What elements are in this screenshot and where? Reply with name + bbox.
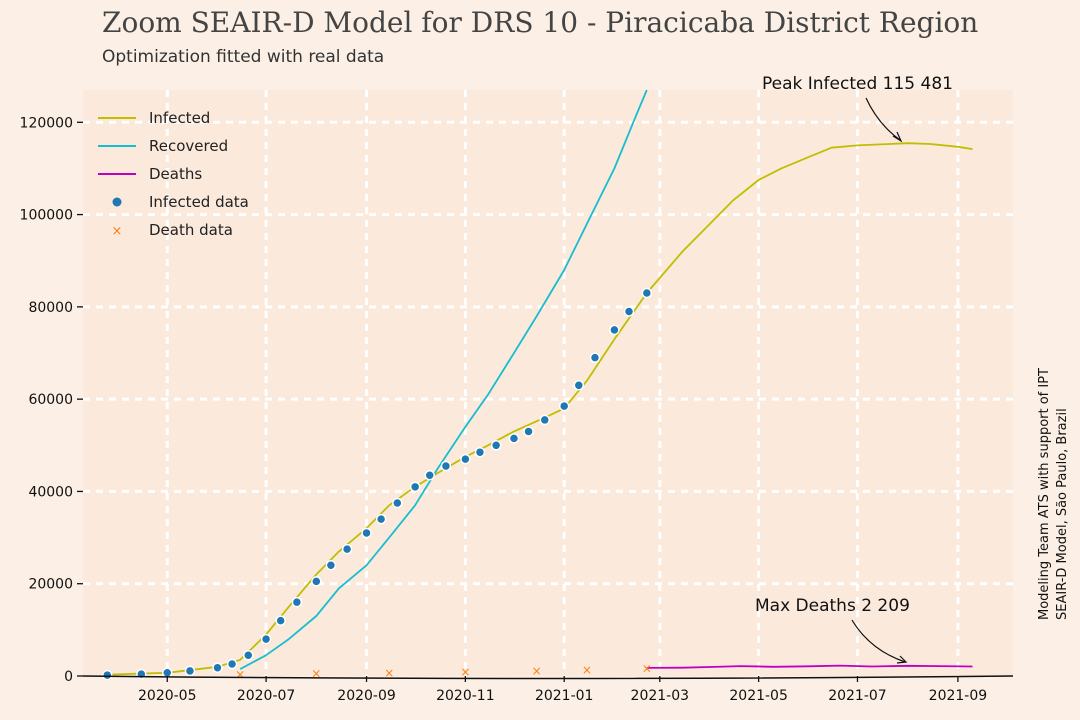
infected-data-point-26 (573, 380, 585, 391)
infected-data-point-7 (260, 633, 272, 645)
infected-data-point-29 (623, 306, 635, 317)
side-note-line-1: Modeling Team ATS with support of IPT (1037, 368, 1052, 620)
death-data-point-1: × (311, 667, 321, 681)
annotation-arrowhead-peak (892, 131, 903, 143)
y-tick-label-2: 40000 (28, 484, 73, 500)
infected-data-point-8 (275, 615, 286, 626)
axes: 2020-05 2020-07 2020-09 2020-11 2021-01 2021-… (20, 115, 1014, 704)
x-tick-label-7: 2021-07 (828, 688, 887, 704)
x-tick-label-1: 2020-07 (237, 688, 296, 704)
annotation-arrowhead-deaths (896, 655, 908, 664)
infected-data-point-0 (102, 669, 113, 681)
infected-data-point-5 (226, 658, 238, 670)
annotations: Peak Infected 115 481 Max Deaths 2 209 (755, 74, 953, 664)
infected-data-point-16 (409, 481, 421, 493)
legend-label-recovered: Recovered (149, 137, 228, 155)
infected-data-point-30 (641, 287, 653, 299)
infected-data-point-12 (341, 543, 353, 555)
chart-title: Zoom SEAIR-D Model for DRS 10 - Piracica… (102, 6, 978, 39)
annotation-arrow-peak (865, 97, 901, 141)
infected-data-point-9 (291, 596, 303, 608)
annotation-arrow-deaths (851, 619, 906, 663)
infected-data-point-18 (440, 460, 452, 472)
infected-data-point-14 (375, 513, 387, 525)
series-line-recovered (239, 89, 648, 670)
death-data-point-4: × (532, 664, 542, 678)
x-tick-label-8: 2021-09 (929, 688, 988, 704)
series-line-deaths (646, 664, 973, 669)
infected-data-point-25 (558, 400, 570, 412)
legend-label-infected: Infected (149, 109, 210, 127)
side-note-line-2: SEAIR-D Model, São Paulo, Brazil (1055, 408, 1070, 620)
x-tick-label-2: 2020-09 (337, 688, 396, 704)
plot-area (83, 90, 1013, 676)
infected-data-point-11 (325, 560, 337, 571)
x-tick-label-0: 2020-05 (138, 688, 197, 704)
grid-lines (83, 90, 1013, 676)
infected-data-point-6 (243, 649, 254, 661)
legend: Infected Recovered Deaths Infected data … (98, 109, 249, 239)
infected-data-point-24 (539, 414, 551, 426)
infected-data-point-13 (361, 527, 372, 539)
y-tick-label-6: 120000 (20, 115, 73, 131)
death-data-point-0: × (235, 668, 245, 682)
annotation-peak-infected: Peak Infected 115 481 (762, 74, 953, 94)
infected-data-point-17 (424, 470, 435, 481)
y-tick-label-0: 0 (64, 669, 73, 685)
infected-data-point-3 (184, 665, 196, 677)
legend-label-infected-data: Infected data (149, 193, 249, 211)
infected-data-point-19 (460, 453, 471, 465)
legend-label-death-data: Death data (149, 221, 233, 239)
infected-data-point-21 (490, 440, 502, 451)
death-data-point-2: × (384, 666, 394, 680)
legend-swatch-death-data: × (112, 224, 123, 239)
infected-data-point-23 (523, 426, 534, 437)
infected-data-point-28 (609, 324, 620, 336)
infected-data-point-15 (392, 497, 403, 509)
death-data-point-5: × (582, 663, 592, 677)
legend-swatch-infected-data (112, 197, 122, 207)
chart-subtitle: Optimization fitted with real data (102, 47, 384, 67)
x-tick-label-4: 2021-01 (535, 688, 594, 704)
infected-data-point-22 (508, 433, 520, 444)
x-tick-label-5: 2021-03 (631, 688, 690, 704)
y-tick-label-1: 20000 (28, 577, 73, 593)
annotation-max-deaths: Max Deaths 2 209 (755, 596, 910, 616)
infected-data-point-10 (311, 576, 322, 587)
side-note: Modeling Team ATS with support of IPT SE… (1037, 368, 1070, 620)
y-tick-label-4: 80000 (28, 300, 73, 316)
x-tick-label-6: 2021-05 (729, 688, 788, 704)
legend-label-deaths: Deaths (149, 165, 202, 183)
y-tick-label-3: 60000 (28, 392, 73, 408)
infected-data-point-27 (589, 352, 601, 363)
death-data-point-6: × (642, 662, 652, 676)
infected-data-point-2 (162, 667, 173, 679)
x-axis-line (82, 675, 1014, 680)
x-tick-label-3: 2020-11 (436, 688, 495, 704)
infected-data-point-20 (474, 446, 486, 458)
infected-data-point-4 (212, 662, 223, 673)
y-tick-label-5: 100000 (20, 208, 73, 224)
death-data-point-3: × (460, 665, 470, 679)
